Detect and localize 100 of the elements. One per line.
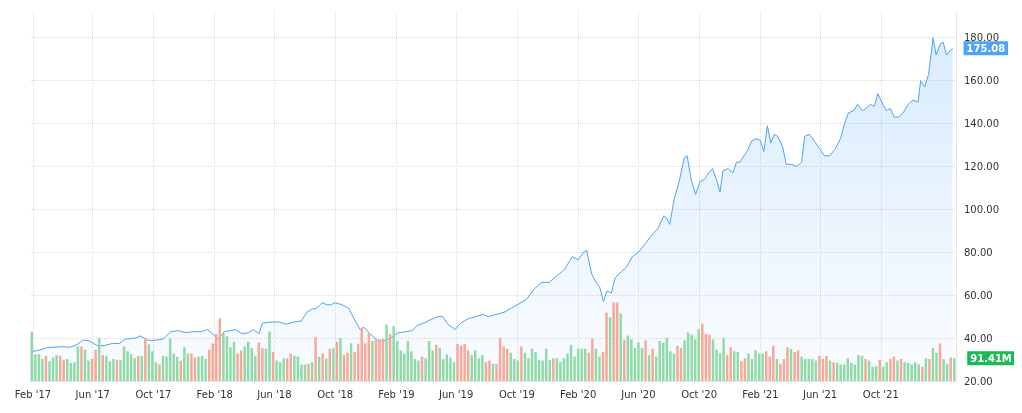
bar bbox=[243, 346, 246, 381]
bar bbox=[94, 349, 97, 381]
bar bbox=[754, 350, 757, 381]
bar bbox=[275, 360, 278, 381]
bar bbox=[307, 363, 310, 381]
bar bbox=[623, 340, 626, 381]
bar bbox=[378, 339, 381, 381]
x-tick-label: Feb '20 bbox=[559, 388, 597, 400]
bar bbox=[910, 364, 913, 381]
bar bbox=[591, 338, 594, 381]
bar bbox=[825, 355, 828, 381]
bar bbox=[864, 359, 867, 381]
bar bbox=[559, 362, 562, 381]
bar bbox=[729, 347, 732, 381]
bar bbox=[793, 351, 796, 381]
bar bbox=[346, 352, 349, 381]
bar bbox=[889, 359, 892, 381]
bar bbox=[183, 347, 186, 381]
bar bbox=[385, 324, 388, 381]
x-tick-label: Feb '19 bbox=[378, 388, 415, 400]
bar bbox=[637, 342, 640, 381]
bar bbox=[800, 356, 803, 381]
bar bbox=[747, 353, 750, 381]
bar bbox=[676, 345, 679, 381]
bar bbox=[520, 346, 523, 381]
bar bbox=[612, 302, 615, 381]
x-tick-label: Jun '21 bbox=[801, 388, 838, 400]
bar bbox=[236, 353, 239, 381]
bar bbox=[417, 360, 420, 381]
x-tick-label: Oct '20 bbox=[681, 388, 718, 400]
bar bbox=[112, 359, 115, 381]
bar bbox=[935, 352, 938, 381]
bar bbox=[314, 337, 317, 381]
bar bbox=[204, 359, 207, 381]
bar bbox=[481, 355, 484, 381]
y-tick-label: 180.00 bbox=[964, 32, 999, 44]
bar bbox=[896, 360, 899, 381]
y-tick-label: 80.00 bbox=[964, 246, 993, 258]
bar bbox=[701, 323, 704, 381]
x-tick-label: Jun '18 bbox=[256, 388, 292, 400]
bar bbox=[818, 355, 821, 381]
y-tick-label: 40.00 bbox=[964, 332, 993, 344]
x-tick-label: Oct '21 bbox=[862, 388, 899, 400]
bar bbox=[474, 350, 477, 381]
bar bbox=[949, 357, 952, 381]
bar bbox=[190, 353, 193, 381]
x-tick-label: Feb '21 bbox=[742, 388, 779, 400]
bar bbox=[832, 362, 835, 381]
annotation: 175.08 bbox=[966, 42, 1006, 54]
bar bbox=[882, 366, 885, 381]
text: 91.41M bbox=[970, 352, 1012, 364]
bar bbox=[942, 359, 945, 381]
bar bbox=[740, 361, 743, 381]
bar bbox=[708, 334, 711, 381]
bar bbox=[222, 333, 225, 381]
bar bbox=[644, 340, 647, 381]
bar bbox=[651, 348, 654, 381]
x-tick-label: Oct '17 bbox=[135, 388, 172, 400]
bar bbox=[101, 355, 104, 381]
bar bbox=[786, 347, 789, 381]
bar bbox=[839, 364, 842, 381]
bar bbox=[332, 348, 335, 381]
bar bbox=[360, 327, 363, 381]
bar bbox=[371, 340, 374, 381]
x-tick-label: Oct '18 bbox=[317, 388, 354, 400]
y-tick-label: 160.00 bbox=[964, 75, 999, 87]
bar bbox=[850, 362, 853, 381]
bar bbox=[779, 363, 782, 381]
x-tick-label: Oct '19 bbox=[498, 388, 535, 400]
bar bbox=[144, 337, 147, 381]
bar bbox=[80, 346, 83, 381]
bar bbox=[772, 345, 775, 381]
bar bbox=[690, 334, 693, 381]
bar bbox=[534, 351, 537, 381]
bar bbox=[392, 326, 395, 381]
x-tick-label: Feb '17 bbox=[14, 388, 52, 400]
bar bbox=[62, 359, 65, 381]
bar bbox=[463, 344, 466, 381]
bar bbox=[449, 357, 452, 381]
y-tick-label: 20.00 bbox=[964, 375, 993, 387]
bar bbox=[662, 342, 665, 381]
bar bbox=[48, 361, 51, 381]
bar bbox=[456, 344, 459, 381]
bar bbox=[293, 355, 296, 381]
bar bbox=[133, 358, 136, 381]
bar bbox=[811, 359, 814, 381]
bar bbox=[197, 356, 200, 381]
bar bbox=[878, 359, 881, 381]
x-tick-label: Jun '20 bbox=[620, 388, 656, 400]
bar bbox=[605, 312, 608, 381]
x-tick-label: Jun '17 bbox=[74, 388, 110, 400]
bar bbox=[321, 353, 324, 381]
y-tick-label: 120.00 bbox=[964, 160, 999, 172]
bar bbox=[761, 353, 764, 381]
bar bbox=[268, 331, 271, 381]
bar bbox=[488, 360, 491, 381]
bar bbox=[282, 358, 285, 381]
bar bbox=[580, 348, 583, 381]
x-tick-label: Jun '19 bbox=[438, 388, 474, 400]
bar bbox=[903, 362, 906, 381]
